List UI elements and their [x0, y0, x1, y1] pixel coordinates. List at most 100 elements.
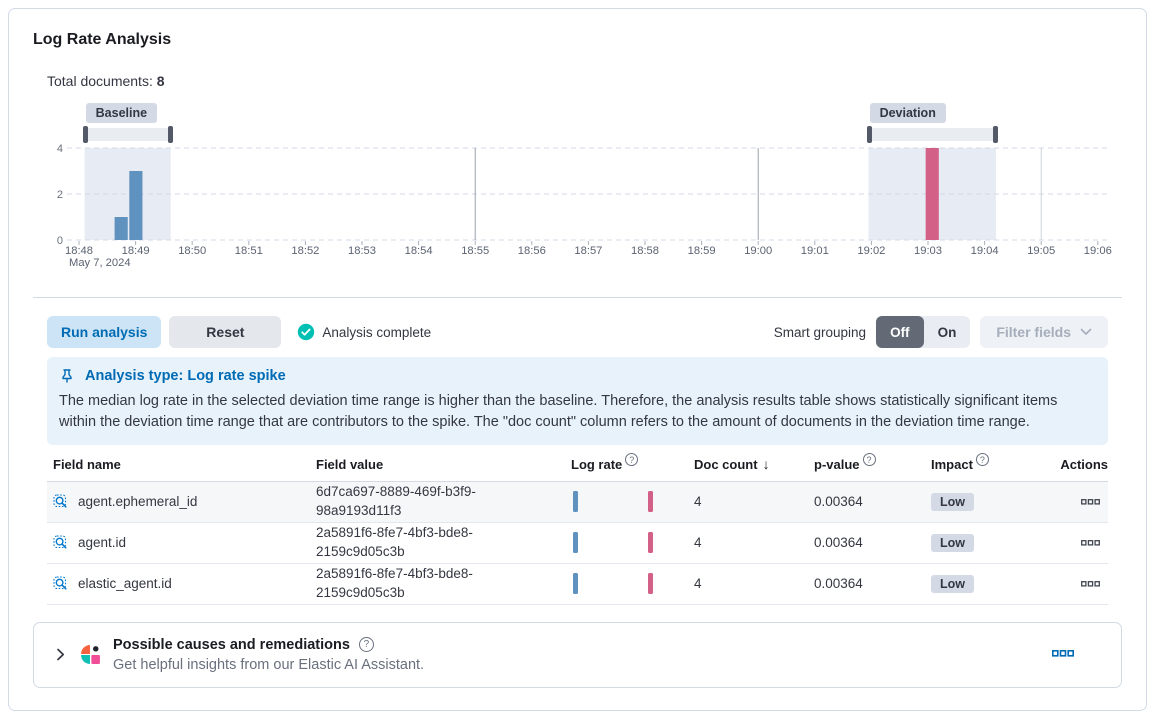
table-row: agent.ephemeral_id 6d7ca697-8889-469f-b3…	[47, 481, 1108, 523]
baseline-brush[interactable]	[82, 126, 173, 143]
log-rate-minichart	[571, 490, 694, 513]
svg-text:18:50: 18:50	[178, 245, 206, 257]
deviation-brush[interactable]	[866, 126, 998, 143]
row-actions-button[interactable]	[1075, 531, 1106, 554]
svg-text:18:49: 18:49	[122, 245, 150, 257]
field-filter-icon[interactable]	[53, 535, 69, 551]
total-documents: Total documents: 8	[47, 73, 1108, 89]
field-filter-icon[interactable]	[53, 576, 69, 592]
p-value: 0.00364	[814, 494, 863, 510]
field-filter-icon[interactable]	[53, 494, 69, 510]
actions-icon	[1052, 650, 1075, 657]
document-count-chart: Baseline Deviation 0 2 4 18:48 18:49 18:50 18:…	[47, 103, 1112, 275]
row-actions-button[interactable]	[1075, 572, 1106, 595]
baseline-brush-right-handle[interactable]	[167, 126, 173, 143]
field-value: 2a5891f6-8fe7-4bf3-bde8-2159c9d05c3b	[316, 565, 473, 600]
row-actions-button[interactable]	[1075, 490, 1106, 513]
log-rate-minichart	[571, 572, 694, 595]
baseline-badge: Baseline	[85, 103, 158, 123]
column-header-log-rate[interactable]: Log rate ?	[571, 453, 694, 472]
table-row: agent.id 2a5891f6-8fe7-4bf3-bde8-2159c9d…	[47, 523, 1108, 564]
svg-text:18:58: 18:58	[631, 245, 659, 257]
ai-assistant-icon	[80, 644, 101, 665]
reset-button[interactable]: Reset	[169, 316, 282, 348]
analysis-type-callout: Analysis type: Log rate spike The median…	[47, 357, 1108, 445]
column-header-field-value[interactable]: Field value	[316, 457, 384, 473]
p-value: 0.00364	[814, 576, 863, 592]
smart-grouping-on-button[interactable]: On	[937, 324, 957, 340]
column-header-p-value[interactable]: p-value ?	[814, 453, 931, 472]
table-header-row: Field name Field value Log rate ? Doc co…	[47, 453, 1108, 482]
deviation-mini-bar	[648, 572, 653, 594]
chevron-right-icon	[57, 648, 65, 661]
column-header-field-name[interactable]: Field name	[53, 457, 121, 473]
field-name: elastic_agent.id	[78, 576, 172, 592]
svg-text:18:59: 18:59	[688, 245, 716, 257]
smart-grouping-off-button[interactable]: Off	[876, 316, 924, 348]
filter-fields-button[interactable]: Filter fields	[980, 316, 1108, 348]
column-header-impact[interactable]: Impact ?	[931, 453, 1041, 472]
callout-title: Analysis type: Log rate spike	[85, 368, 286, 384]
log-rate-analysis-panel: Log Rate Analysis Total documents: 8 Bas…	[8, 8, 1147, 711]
column-header-doc-count[interactable]: Doc count ↓	[694, 455, 770, 472]
expand-accordion-button[interactable]	[51, 645, 70, 664]
baseline-mini-bar	[573, 490, 578, 512]
deviation-mini-bar	[648, 490, 653, 512]
smart-grouping-toggle: Off On	[876, 316, 971, 348]
impact-badge: Low	[931, 492, 974, 511]
actions-icon	[1081, 581, 1100, 587]
field-name: agent.ephemeral_id	[78, 494, 198, 510]
table-row: elastic_agent.id 2a5891f6-8fe7-4bf3-bde8…	[47, 564, 1108, 605]
svg-text:18:54: 18:54	[405, 245, 433, 257]
column-header-actions: Actions	[1060, 457, 1108, 473]
impact-badge: Low	[931, 533, 974, 552]
svg-text:19:04: 19:04	[971, 245, 999, 257]
help-icon[interactable]: ?	[358, 637, 374, 653]
field-value: 2a5891f6-8fe7-4bf3-bde8-2159c9d05c3b	[316, 524, 473, 559]
analysis-status-label: Analysis complete	[322, 324, 432, 340]
baseline-mini-bar	[573, 572, 578, 594]
run-analysis-button[interactable]: Run analysis	[47, 316, 162, 348]
log-rate-histogram[interactable]: 0 2 4 18:48 18:49 18:50 18:51 18:52 18:53 18:54 18…	[47, 142, 1112, 272]
svg-text:19:02: 19:02	[857, 245, 885, 257]
chevron-down-icon	[1080, 328, 1092, 335]
sort-desc-icon: ↓	[762, 455, 770, 472]
deviation-badge: Deviation	[869, 103, 946, 123]
log-rate-info-icon[interactable]: ?	[625, 453, 639, 467]
smart-grouping-label: Smart grouping	[773, 324, 867, 340]
svg-text:0: 0	[57, 235, 63, 247]
analysis-status: Analysis complete	[297, 323, 431, 341]
total-documents-label: Total documents:	[47, 73, 153, 89]
impact-info-icon[interactable]: ?	[975, 453, 989, 467]
svg-text:18:51: 18:51	[235, 245, 263, 257]
page-title: Log Rate Analysis	[33, 31, 172, 48]
field-name: agent.id	[78, 535, 127, 551]
impact-badge: Low	[931, 574, 974, 593]
ai-panel-actions-button[interactable]	[1048, 643, 1078, 666]
baseline-brush-left-handle[interactable]	[82, 126, 88, 143]
baseline-mini-bar	[573, 531, 578, 553]
svg-text:19:03: 19:03	[914, 245, 942, 257]
possible-causes-accordion: Possible causes and remediations ? Get h…	[33, 621, 1122, 688]
p-value-info-icon[interactable]: ?	[862, 453, 876, 467]
ai-panel-title: Possible causes and remediations	[113, 636, 350, 653]
svg-text:18:55: 18:55	[461, 245, 489, 257]
ai-panel-subtitle: Get helpful insights from our Elastic AI…	[113, 656, 425, 673]
svg-text:19:00: 19:00	[744, 245, 772, 257]
field-value: 6d7ca697-8889-469f-b3f9-98a9193d11f3	[316, 483, 476, 518]
divider	[33, 297, 1122, 298]
actions-icon	[1081, 499, 1100, 505]
deviation-brush-left-handle[interactable]	[866, 126, 872, 143]
svg-text:19:01: 19:01	[801, 245, 829, 257]
actions-icon	[1081, 540, 1100, 546]
svg-text:18:56: 18:56	[518, 245, 546, 257]
doc-count-value: 4	[694, 576, 702, 592]
deviation-mini-bar	[648, 531, 653, 553]
doc-count-value: 4	[694, 494, 702, 510]
deviation-brush-right-handle[interactable]	[992, 126, 998, 143]
svg-text:18:57: 18:57	[574, 245, 602, 257]
callout-body: The median log rate in the selected devi…	[59, 393, 1058, 431]
results-table: Field name Field value Log rate ? Doc co…	[47, 453, 1108, 605]
controls-row: Run analysis Reset Analysis complete Sma…	[47, 316, 1108, 348]
svg-text:4: 4	[57, 143, 63, 155]
